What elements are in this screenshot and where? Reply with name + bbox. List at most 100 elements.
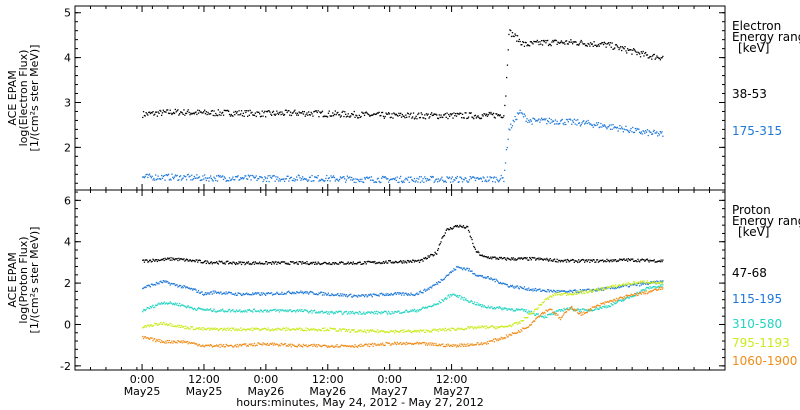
data-point-38-53 bbox=[297, 114, 299, 116]
data-point-115-195 bbox=[635, 284, 637, 287]
data-point-115-195 bbox=[549, 289, 551, 292]
data-point-47-68 bbox=[485, 256, 487, 258]
data-point-310-580 bbox=[602, 305, 604, 308]
data-point-1060-1900 bbox=[654, 288, 656, 290]
data-point-1060-1900 bbox=[541, 311, 544, 314]
data-point-175-315 bbox=[395, 179, 397, 182]
data-point-1060-1900 bbox=[314, 344, 316, 346]
data-point-115-195 bbox=[617, 285, 619, 288]
data-point-47-68 bbox=[566, 258, 569, 261]
data-point-115-195 bbox=[358, 295, 360, 297]
data-point-795-1193 bbox=[604, 288, 606, 290]
data-point-310-580 bbox=[214, 310, 216, 312]
data-point-795-1193 bbox=[295, 329, 297, 331]
data-point-115-195 bbox=[150, 283, 152, 285]
data-point-115-195 bbox=[536, 289, 538, 291]
data-point-175-315 bbox=[289, 177, 292, 179]
data-point-1060-1900 bbox=[277, 343, 279, 346]
data-point-795-1193 bbox=[155, 323, 158, 325]
data-point-175-315 bbox=[541, 117, 543, 119]
data-point-115-195 bbox=[164, 280, 166, 282]
data-point-47-68 bbox=[622, 258, 624, 260]
data-point-310-580 bbox=[660, 284, 662, 286]
data-point-47-68 bbox=[332, 262, 335, 264]
data-point-1060-1900 bbox=[535, 318, 537, 320]
data-point-38-53 bbox=[540, 43, 542, 45]
data-point-795-1193 bbox=[180, 325, 183, 327]
data-point-175-315 bbox=[387, 178, 389, 180]
data-point-175-315 bbox=[599, 126, 601, 128]
data-point-310-580 bbox=[282, 309, 284, 311]
data-point-1060-1900 bbox=[630, 293, 632, 295]
data-point-175-315 bbox=[207, 177, 209, 179]
data-point-115-195 bbox=[586, 288, 588, 291]
data-point-310-580 bbox=[646, 287, 649, 289]
data-point-175-315 bbox=[377, 177, 379, 179]
y-tick-label: 2 bbox=[64, 277, 71, 290]
data-point-115-195 bbox=[259, 294, 262, 296]
data-point-795-1193 bbox=[169, 322, 171, 324]
data-point-175-315 bbox=[549, 122, 551, 124]
data-point-310-580 bbox=[199, 308, 201, 310]
data-point-1060-1900 bbox=[263, 343, 265, 345]
data-point-47-68 bbox=[158, 259, 160, 262]
data-point-38-53 bbox=[377, 112, 379, 114]
data-point-47-68 bbox=[253, 263, 256, 265]
data-point-38-53 bbox=[576, 44, 578, 46]
data-point-38-53 bbox=[579, 41, 581, 43]
data-point-1060-1900 bbox=[144, 336, 146, 338]
data-point-38-53 bbox=[647, 57, 649, 59]
data-point-795-1193 bbox=[242, 328, 244, 330]
data-point-38-53 bbox=[188, 111, 190, 114]
data-point-175-315 bbox=[473, 177, 476, 179]
data-point-115-195 bbox=[151, 283, 153, 285]
data-point-38-53 bbox=[609, 42, 612, 44]
data-point-310-580 bbox=[545, 316, 547, 319]
data-point-115-195 bbox=[271, 294, 274, 296]
data-point-115-195 bbox=[515, 287, 517, 289]
data-point-47-68 bbox=[312, 261, 314, 264]
data-point-795-1193 bbox=[289, 329, 292, 331]
data-point-47-68 bbox=[399, 260, 401, 263]
data-point-115-195 bbox=[410, 292, 412, 294]
data-point-47-68 bbox=[616, 260, 618, 262]
data-point-38-53 bbox=[432, 114, 434, 116]
data-point-1060-1900 bbox=[512, 332, 514, 335]
data-point-795-1193 bbox=[561, 294, 563, 296]
data-point-47-68 bbox=[211, 263, 213, 265]
data-point-1060-1900 bbox=[278, 344, 281, 346]
data-point-47-68 bbox=[610, 259, 612, 261]
data-point-47-68 bbox=[358, 261, 360, 263]
data-point-175-315 bbox=[394, 178, 396, 181]
data-point-47-68 bbox=[449, 228, 451, 231]
data-point-310-580 bbox=[364, 313, 366, 315]
data-point-115-195 bbox=[256, 292, 258, 294]
data-point-47-68 bbox=[224, 263, 226, 265]
data-point-38-53 bbox=[535, 41, 537, 43]
data-point-310-580 bbox=[504, 307, 507, 309]
data-point-38-53 bbox=[640, 51, 642, 53]
data-point-38-53 bbox=[197, 112, 200, 114]
data-point-115-195 bbox=[254, 292, 256, 294]
data-point-175-315 bbox=[199, 179, 201, 182]
data-point-310-580 bbox=[242, 310, 244, 312]
data-point-1060-1900 bbox=[466, 345, 468, 347]
data-point-38-53 bbox=[351, 113, 354, 115]
data-point-115-195 bbox=[519, 285, 521, 288]
data-point-1060-1900 bbox=[286, 344, 288, 347]
data-point-310-580 bbox=[149, 305, 152, 308]
data-point-115-195 bbox=[365, 294, 367, 296]
data-point-175-315 bbox=[546, 123, 548, 125]
data-point-38-53 bbox=[216, 114, 218, 116]
data-point-115-195 bbox=[194, 288, 196, 290]
data-point-47-68 bbox=[443, 235, 445, 237]
data-point-38-53 bbox=[541, 40, 543, 42]
data-point-47-68 bbox=[298, 261, 300, 263]
data-point-38-53 bbox=[247, 110, 250, 112]
data-point-47-68 bbox=[590, 259, 592, 261]
data-point-115-195 bbox=[269, 292, 271, 295]
data-point-115-195 bbox=[646, 283, 649, 285]
x-tick-label-day: May27 bbox=[371, 385, 408, 398]
data-point-38-53 bbox=[436, 114, 438, 116]
data-point-1060-1900 bbox=[480, 342, 483, 344]
